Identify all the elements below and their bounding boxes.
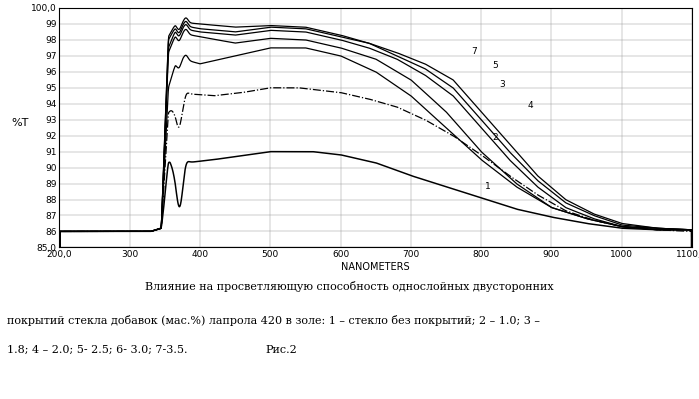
Text: 4: 4 [528,101,533,110]
Text: 5: 5 [492,61,498,70]
Text: 2: 2 [492,133,498,142]
X-axis label: NANOMETERS: NANOMETERS [341,262,410,272]
Y-axis label: %T: %T [11,118,29,128]
Text: 1.8; 4 – 2.0; 5- 2.5; 6- 3.0; 7-3.5.: 1.8; 4 – 2.0; 5- 2.5; 6- 3.0; 7-3.5. [7,345,187,355]
Text: 3: 3 [499,80,505,89]
Text: 7: 7 [471,47,477,55]
Text: Рис.2: Рис.2 [266,345,297,355]
Text: 1: 1 [485,182,491,191]
Text: Влияние на просветляющую способность однослойных двусторонних: Влияние на просветляющую способность одн… [145,281,554,292]
Text: покрытий стекла добавок (мас.%) лапрола 420 в золе: 1 – стекло без покрытий; 2 –: покрытий стекла добавок (мас.%) лапрола … [7,315,540,326]
